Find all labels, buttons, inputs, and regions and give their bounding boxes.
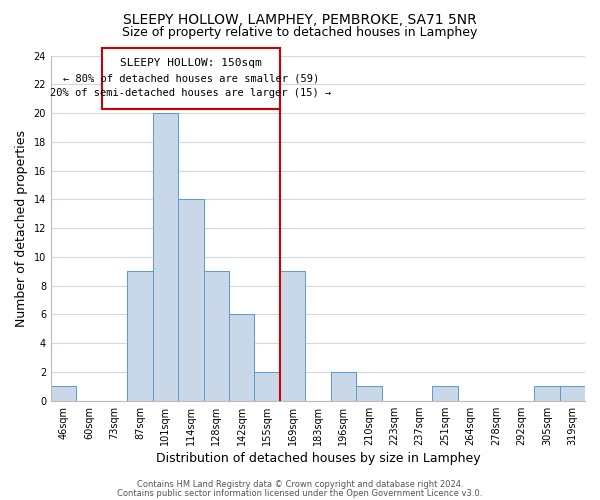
FancyBboxPatch shape xyxy=(102,48,280,109)
Bar xyxy=(178,200,203,401)
Text: Contains HM Land Registry data © Crown copyright and database right 2024.: Contains HM Land Registry data © Crown c… xyxy=(137,480,463,489)
Text: SLEEPY HOLLOW: 150sqm: SLEEPY HOLLOW: 150sqm xyxy=(120,58,262,68)
Bar xyxy=(433,386,458,401)
Bar xyxy=(534,386,560,401)
Text: 20% of semi-detached houses are larger (15) →: 20% of semi-detached houses are larger (… xyxy=(50,88,331,98)
Bar xyxy=(280,272,305,401)
Bar xyxy=(356,386,382,401)
Y-axis label: Number of detached properties: Number of detached properties xyxy=(15,130,28,326)
Bar xyxy=(152,113,178,401)
Bar xyxy=(254,372,280,401)
Bar xyxy=(203,272,229,401)
Bar xyxy=(51,386,76,401)
Bar xyxy=(331,372,356,401)
Bar xyxy=(229,314,254,401)
Text: SLEEPY HOLLOW, LAMPHEY, PEMBROKE, SA71 5NR: SLEEPY HOLLOW, LAMPHEY, PEMBROKE, SA71 5… xyxy=(123,12,477,26)
Text: ← 80% of detached houses are smaller (59): ← 80% of detached houses are smaller (59… xyxy=(62,74,319,84)
Bar xyxy=(560,386,585,401)
X-axis label: Distribution of detached houses by size in Lamphey: Distribution of detached houses by size … xyxy=(155,452,480,465)
Bar xyxy=(127,272,152,401)
Text: Size of property relative to detached houses in Lamphey: Size of property relative to detached ho… xyxy=(122,26,478,39)
Text: Contains public sector information licensed under the Open Government Licence v3: Contains public sector information licen… xyxy=(118,488,482,498)
